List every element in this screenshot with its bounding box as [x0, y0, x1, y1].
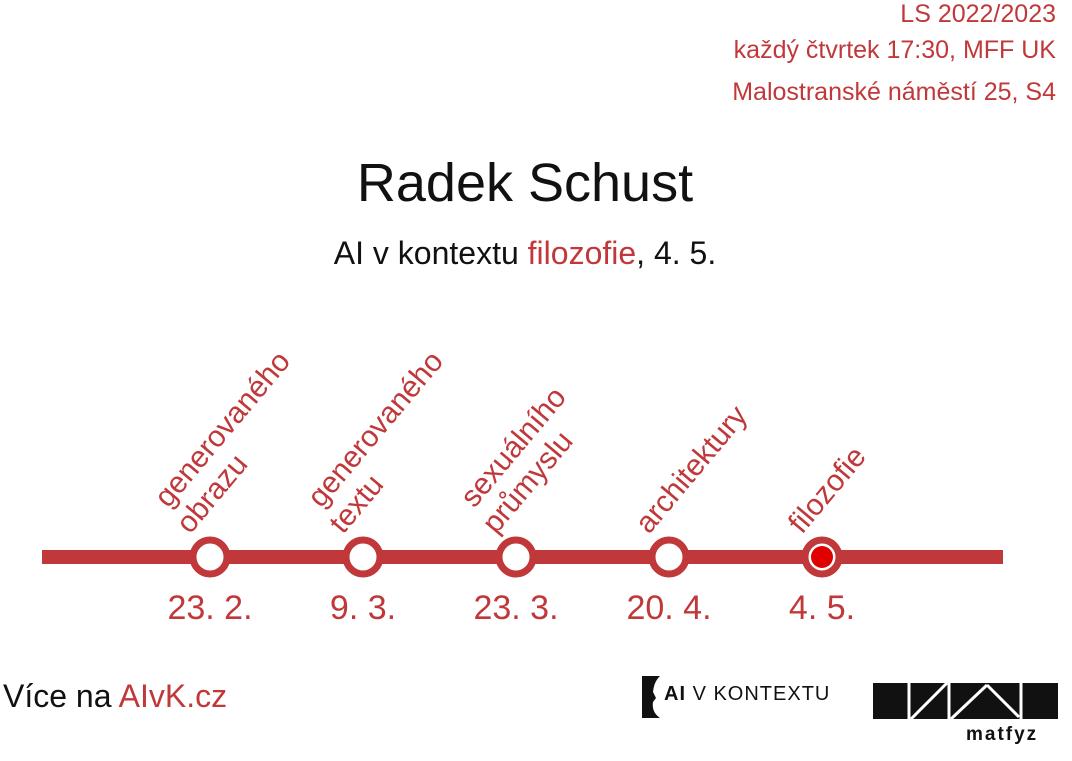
head-profile-icon — [642, 676, 660, 718]
matfyz-logo-text: matfyz — [966, 724, 1039, 745]
stop-date: 20. 4. — [626, 589, 711, 627]
talk-subtitle: AI v kontextu filozofie, 4. 5. — [0, 235, 1050, 272]
schedule-label: každý čtvrtek 17:30, MFF UK — [733, 36, 1056, 64]
subtitle-suffix: , 4. 5. — [636, 235, 717, 271]
ai-v-kontextu-logo — [642, 676, 660, 718]
timeline-stop — [648, 536, 690, 578]
stop-topic: filozofie — [782, 440, 873, 539]
active-stop-dot — [811, 546, 833, 568]
more-prefix: Více na — [3, 678, 119, 714]
subtitle-topic: filozofie — [527, 235, 637, 271]
timeline-stop — [189, 536, 231, 578]
timeline-stop — [495, 536, 537, 578]
logo-rest: V KONTEXTU — [692, 683, 831, 705]
stop-date: 23. 3. — [473, 589, 558, 627]
semester-label: LS 2022/2023 — [900, 0, 1056, 28]
more-info: Více na AIvK.cz — [3, 678, 227, 715]
stop-date: 23. 2. — [167, 589, 252, 627]
address-label: Malostranské náměstí 25, S4 — [732, 78, 1056, 106]
stop-date: 4. 5. — [789, 589, 855, 627]
website-link[interactable]: AIvK.cz — [118, 678, 228, 714]
logo-ai: AI — [664, 683, 686, 705]
timeline-stop — [342, 536, 384, 578]
subtitle-prefix: AI v kontextu — [333, 235, 528, 271]
stop-topic: architektury — [629, 400, 754, 540]
speaker-name: Radek Schust — [356, 153, 694, 213]
stop-date: 9. 3. — [330, 589, 396, 627]
matfyz-logo — [873, 683, 1058, 719]
aivk-logo-text: AI V KONTEXTU — [664, 683, 830, 706]
